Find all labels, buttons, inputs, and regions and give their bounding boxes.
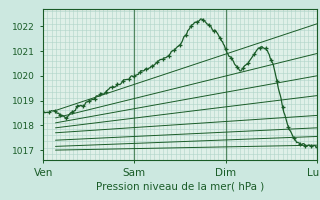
- X-axis label: Pression niveau de la mer( hPa ): Pression niveau de la mer( hPa ): [96, 181, 264, 191]
